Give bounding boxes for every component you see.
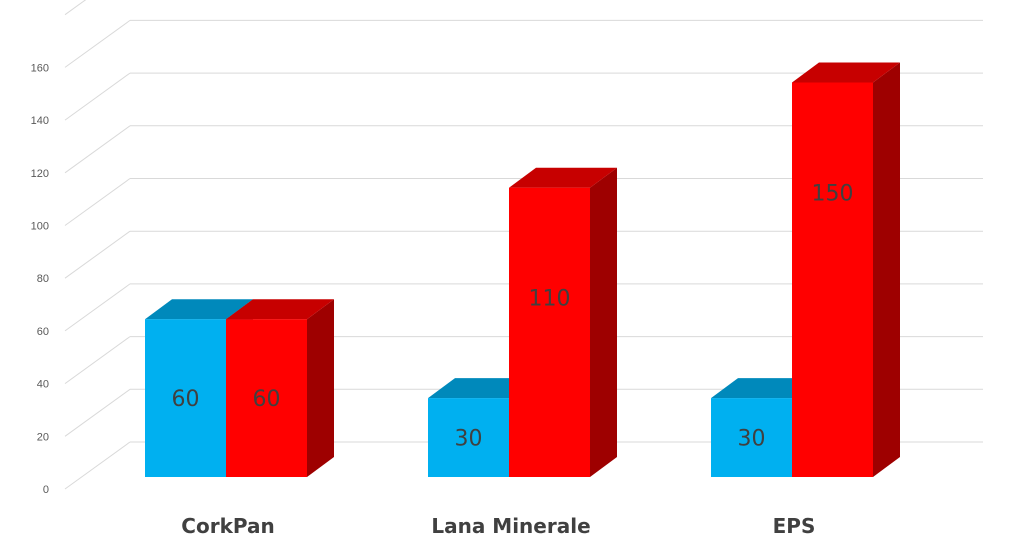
bar-front xyxy=(145,319,226,477)
data-label: 150 xyxy=(812,182,854,207)
y-tick-label: 80 xyxy=(37,273,49,285)
bar-front xyxy=(509,187,590,477)
y-tick-label: 60 xyxy=(37,326,49,338)
y-axis-ticks: 0 20 40 60 80 100 120 140 160 xyxy=(31,62,49,496)
data-label: 60 xyxy=(253,387,281,412)
bar-front xyxy=(792,82,873,477)
data-label: 30 xyxy=(455,427,483,452)
gridline-side xyxy=(64,283,131,332)
gridline-side xyxy=(64,125,131,174)
gridline-side xyxy=(64,0,87,16)
category-label: EPS xyxy=(773,514,816,538)
gridline-side xyxy=(64,441,131,490)
y-tick-label: 140 xyxy=(31,115,49,127)
bars xyxy=(145,62,900,477)
gridline-side xyxy=(64,72,131,121)
y-tick-label: 40 xyxy=(37,379,49,391)
gridline-side xyxy=(64,336,131,385)
bar xyxy=(509,167,617,477)
y-tick-label: 100 xyxy=(31,221,49,233)
y-tick-label: 160 xyxy=(31,62,49,74)
y-tick-label: 120 xyxy=(31,168,49,180)
x-axis-categories: CorkPan Lana Minerale EPS xyxy=(181,514,815,538)
data-label: 60 xyxy=(172,387,200,412)
bar-front xyxy=(226,319,307,477)
y-tick-label: 0 xyxy=(43,484,49,496)
category-label: Lana Minerale xyxy=(431,514,590,538)
gridline-side xyxy=(64,388,131,437)
gridline-side xyxy=(64,230,131,279)
category-label: CorkPan xyxy=(181,514,274,538)
data-label: 30 xyxy=(738,427,766,452)
bar xyxy=(145,299,253,477)
bar-side xyxy=(307,299,334,477)
data-labels: 60 60 30 110 30 150 xyxy=(172,182,854,452)
bar-front xyxy=(711,398,792,477)
bar-top xyxy=(226,299,334,320)
bar xyxy=(226,299,334,477)
data-label: 110 xyxy=(529,287,571,312)
y-tick-label: 20 xyxy=(37,431,49,443)
bar-top xyxy=(792,62,900,83)
bar-top xyxy=(145,299,253,320)
bar xyxy=(792,62,900,477)
bar-side xyxy=(590,167,617,477)
bar-front xyxy=(428,398,509,477)
gridline-side xyxy=(64,178,131,226)
bar-top xyxy=(509,167,617,188)
bar-side xyxy=(873,62,900,477)
gridline-side xyxy=(64,19,131,68)
